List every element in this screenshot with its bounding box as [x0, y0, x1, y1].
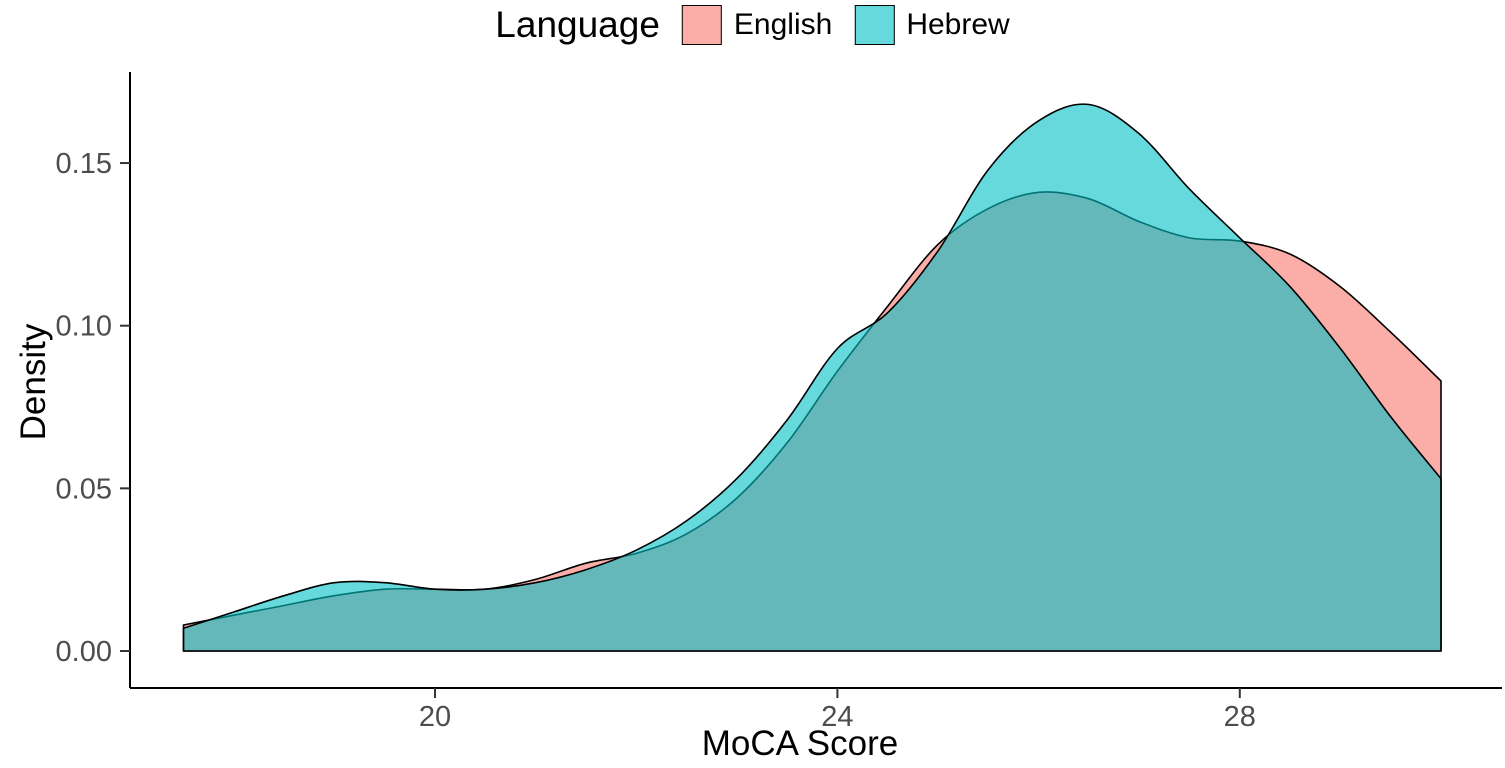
x-tick-label: 20 [419, 701, 451, 733]
x-tick-label: 28 [1224, 701, 1256, 733]
y-axis-title: Density [14, 323, 53, 441]
hebrew-legend-swatch [854, 5, 895, 45]
hebrew-legend-label: Hebrew [906, 8, 1010, 41]
english-legend-label: English [733, 8, 833, 41]
english-legend-swatch [681, 5, 722, 45]
y-tick-label: 0.15 [56, 148, 112, 180]
y-tick-label: 0.10 [56, 311, 112, 343]
legend: Language English Hebrew [495, 4, 1010, 46]
legend-title: Language [495, 4, 660, 45]
y-tick-label: 0.05 [56, 473, 112, 505]
x-tick-label: 24 [821, 701, 853, 733]
legend-item-hebrew: Hebrew [854, 5, 1010, 45]
x-axis-title: MoCA Score [701, 724, 899, 763]
y-tick-label: 0.00 [56, 636, 112, 668]
legend-item-english: English [681, 5, 833, 45]
density-area-hebrew [182, 103, 1442, 652]
